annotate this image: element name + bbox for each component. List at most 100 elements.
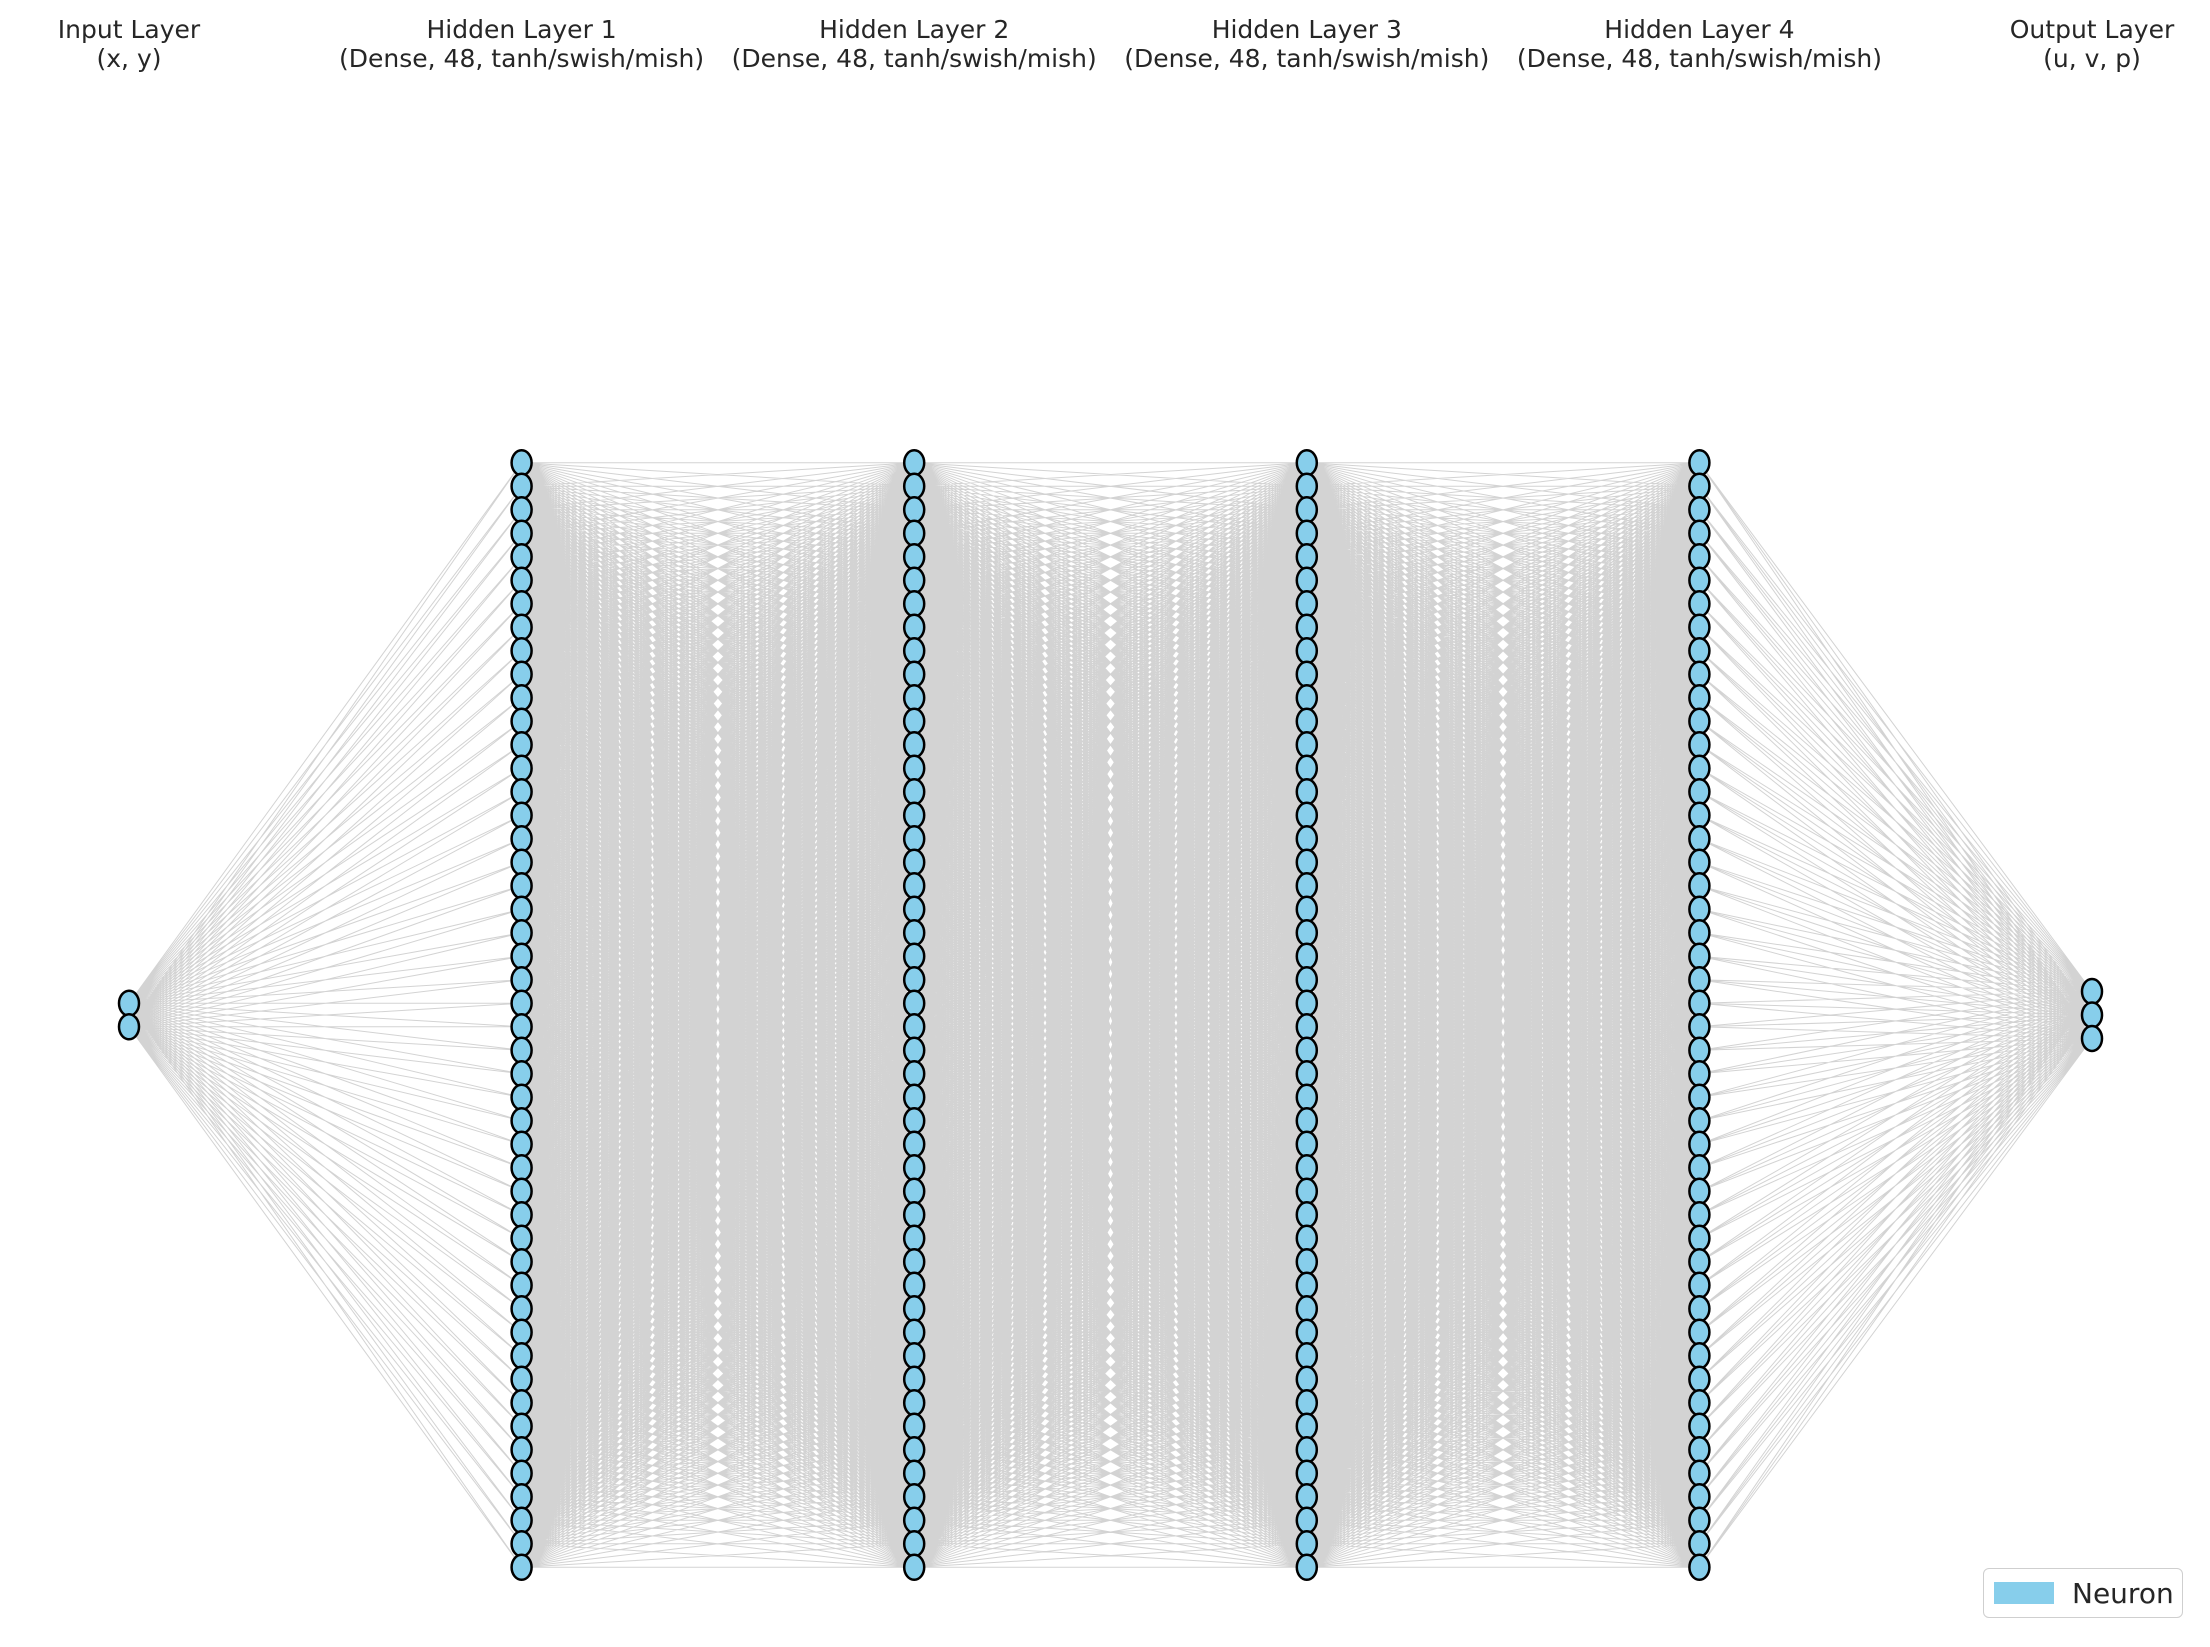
neuron [1295, 472, 1319, 501]
neuron [510, 1083, 533, 1112]
neuron [510, 496, 533, 524]
neuron [1295, 684, 1319, 712]
neuron [1688, 637, 1711, 665]
neuron [1688, 1483, 1711, 1511]
neuron [902, 942, 926, 971]
neuron [1295, 1248, 1319, 1276]
neuron [902, 1201, 926, 1229]
neuron [902, 707, 926, 736]
neuron [510, 1389, 533, 1417]
neuron [510, 1013, 533, 1041]
connections-layer-2-to-3 [521, 462, 915, 1568]
neuron [1688, 848, 1711, 877]
neuron [1688, 1295, 1711, 1323]
neuron [1295, 1107, 1319, 1135]
neuron [1688, 1389, 1711, 1417]
neuron [1295, 613, 1319, 642]
neuron [510, 1177, 533, 1206]
neuron [510, 872, 533, 900]
neuron [510, 1271, 533, 1300]
neuron [1295, 1083, 1319, 1112]
neuron [902, 684, 926, 712]
layer-title: Hidden Layer 3 [1212, 15, 1402, 44]
neuron [510, 1459, 533, 1488]
neuron [2080, 1001, 2104, 1029]
neuron [1688, 1177, 1711, 1206]
neuron [902, 966, 926, 994]
neuron [902, 1459, 926, 1488]
neuron [902, 1083, 926, 1112]
neuron [902, 1224, 926, 1253]
neuron [902, 731, 926, 759]
neuron [902, 754, 926, 783]
neuron [1295, 637, 1319, 665]
neuron [510, 778, 533, 806]
neuron [902, 1318, 926, 1347]
neuron [510, 919, 533, 947]
neuron [1688, 1271, 1711, 1300]
layer-subtitle: (Dense, 48, tanh/swish/mish) [1124, 44, 1489, 73]
neuron [1295, 449, 1319, 477]
neuron [1295, 566, 1319, 595]
layer-title: Hidden Layer 2 [819, 15, 1009, 44]
neuron [1295, 966, 1319, 994]
neuron [1295, 1342, 1319, 1370]
neuron [1295, 1177, 1319, 1206]
neuron [510, 1060, 533, 1088]
neuron [1295, 707, 1319, 736]
neuron [1295, 543, 1319, 571]
neuron [1295, 496, 1319, 524]
neuron [510, 1530, 533, 1558]
layer-labels: Input Layer(x, y)Hidden Layer 1(Dense, 4… [58, 15, 2175, 73]
connections-layer-4-to-5 [1306, 462, 1700, 1568]
neuron [1688, 1342, 1711, 1370]
neuron [1688, 731, 1711, 759]
neuron [1688, 754, 1711, 783]
neuron [902, 1013, 926, 1041]
neuron [902, 1130, 926, 1159]
neuron [1688, 1459, 1711, 1488]
neuron [510, 1483, 533, 1511]
neuron [510, 1154, 533, 1182]
neuron [1295, 872, 1319, 900]
neuron [510, 1318, 533, 1347]
neuron [902, 660, 926, 689]
neuron [902, 1412, 926, 1441]
neuron [510, 1436, 533, 1464]
neuron [1295, 1013, 1319, 1041]
neuron [1688, 801, 1711, 830]
neuron [902, 1060, 926, 1088]
connections-layer-3-to-4 [913, 462, 1308, 1568]
neuron [1295, 590, 1319, 618]
neuron [1688, 895, 1711, 924]
neuron [510, 731, 533, 759]
neuron [2080, 977, 2104, 1006]
legend: Neuron [1983, 1568, 2183, 1618]
neuron [1295, 1459, 1319, 1488]
neuron [1688, 590, 1711, 618]
neuron [1688, 919, 1711, 947]
neuron [902, 1271, 926, 1300]
neuron [117, 989, 141, 1018]
neuron [1688, 496, 1711, 524]
neuron [1688, 825, 1711, 853]
neuron [1295, 848, 1319, 877]
connections-layer-1-to-2 [128, 462, 523, 1568]
neuron [510, 966, 533, 994]
neuron [1295, 1506, 1319, 1535]
neuron [1295, 1201, 1319, 1229]
neuron [1688, 1036, 1711, 1065]
neuron [902, 801, 926, 830]
neuron [510, 660, 533, 689]
neuron [902, 519, 926, 548]
neuron [1688, 660, 1711, 689]
neuron [1688, 1060, 1711, 1088]
neuron [902, 566, 926, 595]
layer-title: Output Layer [2010, 15, 2175, 44]
neuron [1295, 1553, 1319, 1582]
neuron [1295, 1224, 1319, 1253]
neuron [1295, 731, 1319, 759]
neuron [1688, 519, 1711, 548]
neuron [902, 543, 926, 571]
neuron [1688, 1154, 1711, 1182]
